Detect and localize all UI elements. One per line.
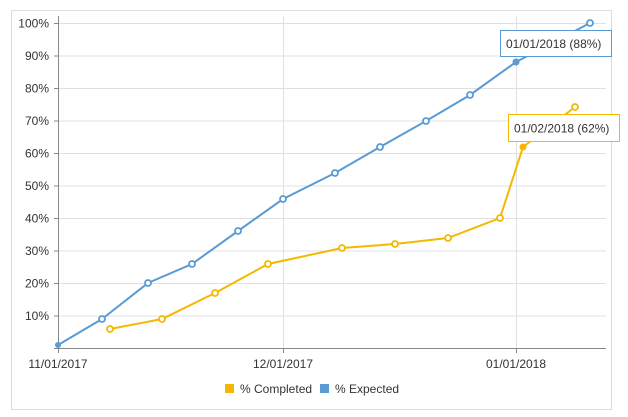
y-label-20: 20% <box>25 277 49 291</box>
legend-swatch-completed <box>225 384 234 393</box>
y-label-10: 10% <box>25 309 49 323</box>
series-expected <box>55 19 594 348</box>
y-label-90: 90% <box>25 49 49 63</box>
completed-point[interactable] <box>264 260 272 268</box>
y-label-50: 50% <box>25 179 49 193</box>
expected-point-hovered[interactable] <box>512 58 520 66</box>
y-label-80: 80% <box>25 82 49 96</box>
tooltip-expected: 01/01/2018 (88%) <box>500 30 612 57</box>
tooltip-expected-text: 01/01/2018 (88%) <box>506 37 601 51</box>
y-label-30: 30% <box>25 244 49 258</box>
completed-point[interactable] <box>106 325 114 333</box>
legend-item-expected[interactable]: % Expected <box>320 382 399 396</box>
expected-point[interactable] <box>279 195 287 203</box>
grid-lines <box>58 16 606 348</box>
completed-point[interactable] <box>444 234 452 242</box>
completed-point[interactable] <box>158 315 166 323</box>
expected-point[interactable] <box>376 143 384 151</box>
series-completed <box>106 103 579 333</box>
chart-frame <box>11 10 612 410</box>
legend-item-completed[interactable]: % Completed <box>225 382 312 396</box>
expected-point[interactable] <box>144 279 152 287</box>
x-label-dec-2017: 12/01/2017 <box>253 357 313 371</box>
expected-point[interactable] <box>234 227 242 235</box>
expected-point[interactable] <box>331 169 339 177</box>
expected-point[interactable] <box>586 19 594 27</box>
y-label-40: 40% <box>25 212 49 226</box>
completed-point[interactable] <box>338 244 346 252</box>
y-ticks <box>54 23 517 353</box>
expected-point[interactable] <box>55 342 61 348</box>
y-label-70: 70% <box>25 114 49 128</box>
legend: % Completed % Expected <box>225 382 399 396</box>
completed-point[interactable] <box>211 289 219 297</box>
expected-point[interactable] <box>98 315 106 323</box>
tooltip-completed: 01/02/2018 (62%) <box>508 114 620 142</box>
y-label-100: 100% <box>18 17 49 31</box>
x-label-jan-2018: 01/01/2018 <box>486 357 546 371</box>
tooltip-completed-text: 01/02/2018 (62%) <box>514 122 609 136</box>
expected-point[interactable] <box>422 117 430 125</box>
legend-swatch-expected <box>320 384 329 393</box>
completed-point[interactable] <box>496 214 504 222</box>
y-label-60: 60% <box>25 147 49 161</box>
completed-point[interactable] <box>571 103 579 111</box>
legend-label-completed: % Completed <box>240 382 312 396</box>
completed-point-hovered[interactable] <box>519 143 527 151</box>
completed-point[interactable] <box>391 240 399 248</box>
x-label-nov-2017: 11/01/2017 <box>28 357 87 371</box>
expected-point[interactable] <box>188 260 196 268</box>
legend-label-expected: % Expected <box>335 382 399 396</box>
expected-point[interactable] <box>466 91 474 99</box>
